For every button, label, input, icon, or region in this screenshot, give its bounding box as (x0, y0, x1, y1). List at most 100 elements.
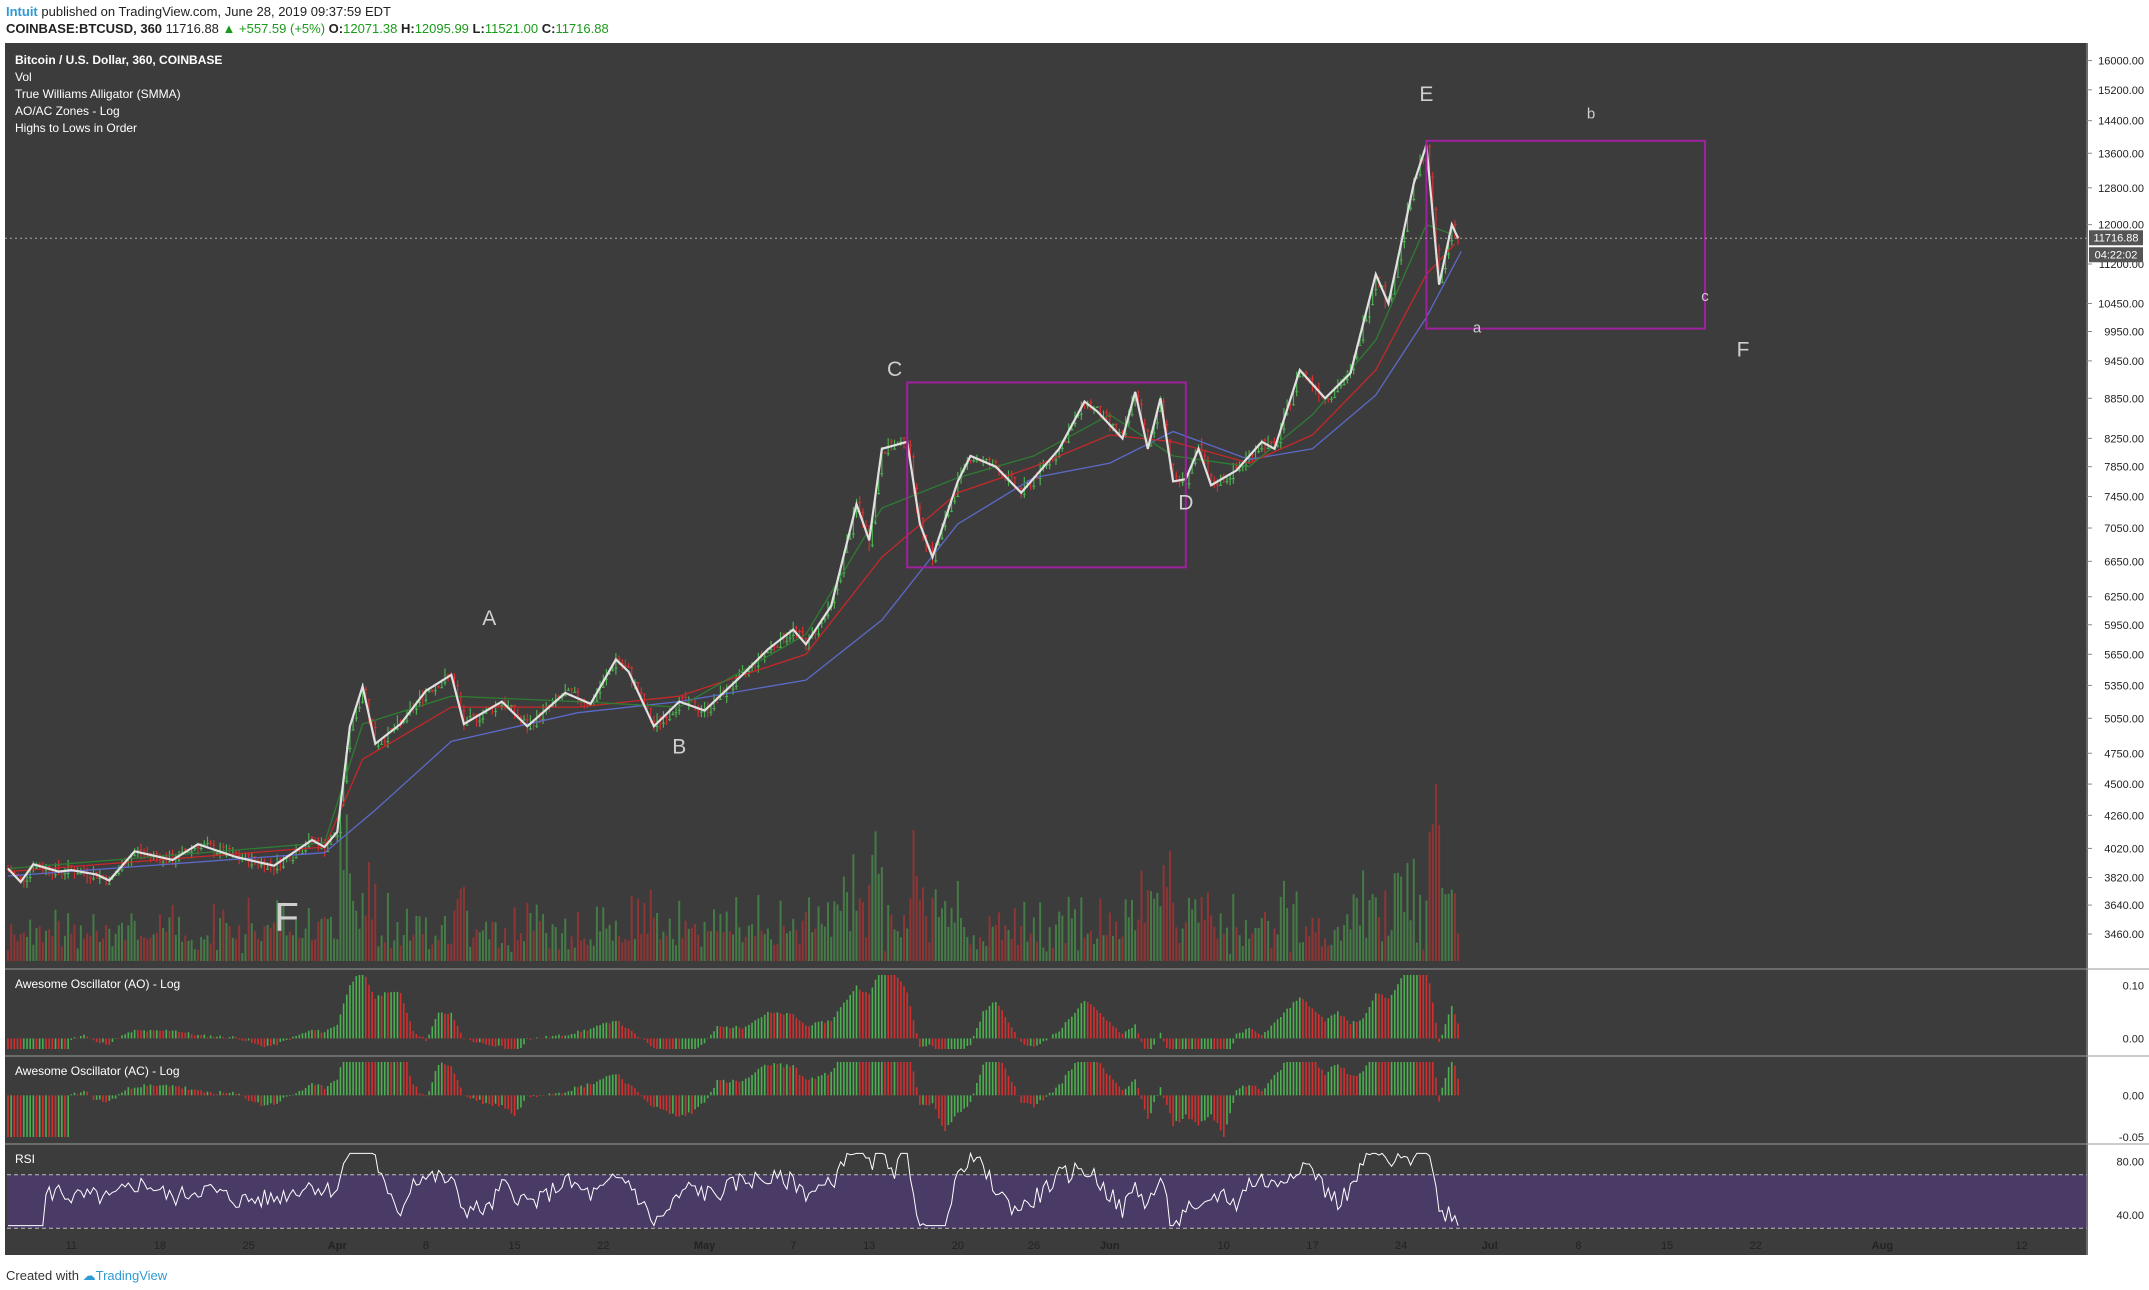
volume-bar (1054, 924, 1057, 961)
volume-bar (272, 922, 275, 961)
volume-bar (380, 935, 383, 961)
volume-bar (1080, 897, 1083, 961)
volume-bar (557, 949, 560, 961)
volume-bar (1051, 947, 1054, 961)
time-tick-label: Jun (1100, 1240, 1120, 1252)
volume-bar (728, 931, 731, 961)
volume-bar (405, 908, 408, 961)
volume-bar (960, 918, 963, 961)
volume-bar (624, 939, 627, 961)
volume-bar (434, 935, 437, 961)
price-tick-label: 7450.00 (2104, 492, 2144, 504)
volume-bar (98, 941, 101, 961)
close-label: C: (541, 21, 556, 36)
volume-bar (377, 946, 380, 961)
tradingview-logo[interactable]: ☁TradingView (82, 1268, 168, 1283)
volume-bar (1428, 831, 1431, 961)
volume-bar (1292, 904, 1295, 961)
author-link[interactable]: Intuit (6, 4, 38, 19)
volume-bar (345, 814, 348, 961)
volume-bar (827, 902, 830, 961)
countdown-badge: 04:22:02 (2089, 247, 2143, 263)
volume-bar (1010, 939, 1013, 961)
volume-bar (681, 938, 684, 961)
price-badge: 11716.88 (2089, 230, 2143, 246)
volume-bar (285, 935, 288, 961)
volume-bar (1346, 914, 1349, 961)
volume-bar (41, 942, 44, 961)
volume-bar (1134, 930, 1137, 961)
volume-bar (1004, 925, 1007, 961)
volume-bar (1137, 919, 1140, 961)
volume-bar (1105, 934, 1108, 961)
volume-bar (1358, 925, 1361, 961)
volume-bar (798, 943, 801, 961)
volume-bar (48, 929, 51, 961)
volume-bar (770, 939, 773, 961)
volume-bar (513, 907, 516, 961)
volume-bar (776, 943, 779, 961)
volume-bar (76, 948, 79, 961)
volume-bar (111, 946, 114, 961)
volume-bar (956, 880, 959, 961)
volume-bar (402, 934, 405, 961)
ac-tick-label: -0.05 (2119, 1132, 2144, 1144)
volume-bar (241, 953, 244, 961)
volume-bar (67, 913, 70, 961)
volume-bar (219, 918, 222, 961)
volume-bar (333, 938, 336, 961)
volume-bar (396, 922, 399, 961)
volume-bar (1374, 897, 1377, 961)
volume-bar (1159, 906, 1162, 961)
volume-bar (108, 928, 111, 961)
volume-bar (491, 921, 494, 961)
volume-bar (1156, 892, 1159, 961)
annotation-label: F (274, 896, 298, 940)
annotation-label: E (1419, 83, 1433, 106)
price-tick-label: 4750.00 (2104, 748, 2144, 760)
volume-bar (193, 949, 196, 961)
volume-bar (1257, 927, 1260, 961)
time-tick-label: 7 (790, 1240, 796, 1252)
volume-bar (751, 924, 754, 961)
time-tick-label: 24 (1395, 1240, 1407, 1252)
price-tick-label: 12000.00 (2098, 220, 2144, 232)
volume-bar (488, 939, 491, 961)
price-tick-label: 16000.00 (2098, 56, 2144, 68)
chart-canvas[interactable]: 0.10 0.00 0.00 -0.05 80.00 40.00 A B C D Eb c a F F 16… (0, 43, 2149, 1260)
price-tick-label: 9450.00 (2104, 356, 2144, 368)
time-tick-label: 22 (597, 1240, 609, 1252)
price-value: 11716.88 (165, 21, 219, 36)
volume-bar (823, 926, 826, 961)
volume-bar (1251, 933, 1254, 961)
volume-bar (1453, 893, 1456, 961)
volume-bar (1431, 823, 1434, 961)
volume-bar (1042, 947, 1045, 961)
volume-bar (1355, 897, 1358, 961)
volume-bar (1039, 902, 1042, 961)
volume-bar (472, 937, 475, 961)
volume-bar (165, 931, 168, 961)
volume-bar (1368, 900, 1371, 961)
volume-bar (979, 937, 982, 961)
volume-bar (526, 902, 529, 961)
volume-bar (583, 938, 586, 961)
annotation-label: A (482, 607, 496, 630)
publish-header: Intuit published on TradingView.com, Jun… (6, 4, 391, 19)
volume-bar (326, 919, 329, 961)
volume-bar (1045, 951, 1048, 961)
volume-bar (1457, 933, 1460, 961)
volume-bar (200, 936, 203, 961)
volume-bar (1102, 935, 1105, 961)
volume-bar (852, 854, 855, 961)
volume-bar (1349, 929, 1352, 961)
volume-bar (1067, 896, 1070, 961)
high-label: H: (400, 21, 415, 36)
volume-bar (1197, 922, 1200, 961)
volume-bar (792, 918, 795, 961)
volume-bar (1289, 951, 1292, 961)
volume-bar (665, 935, 668, 961)
volume-bar (415, 915, 418, 961)
volume-bar (633, 939, 636, 961)
time-tick-label: 22 (1750, 1240, 1762, 1252)
